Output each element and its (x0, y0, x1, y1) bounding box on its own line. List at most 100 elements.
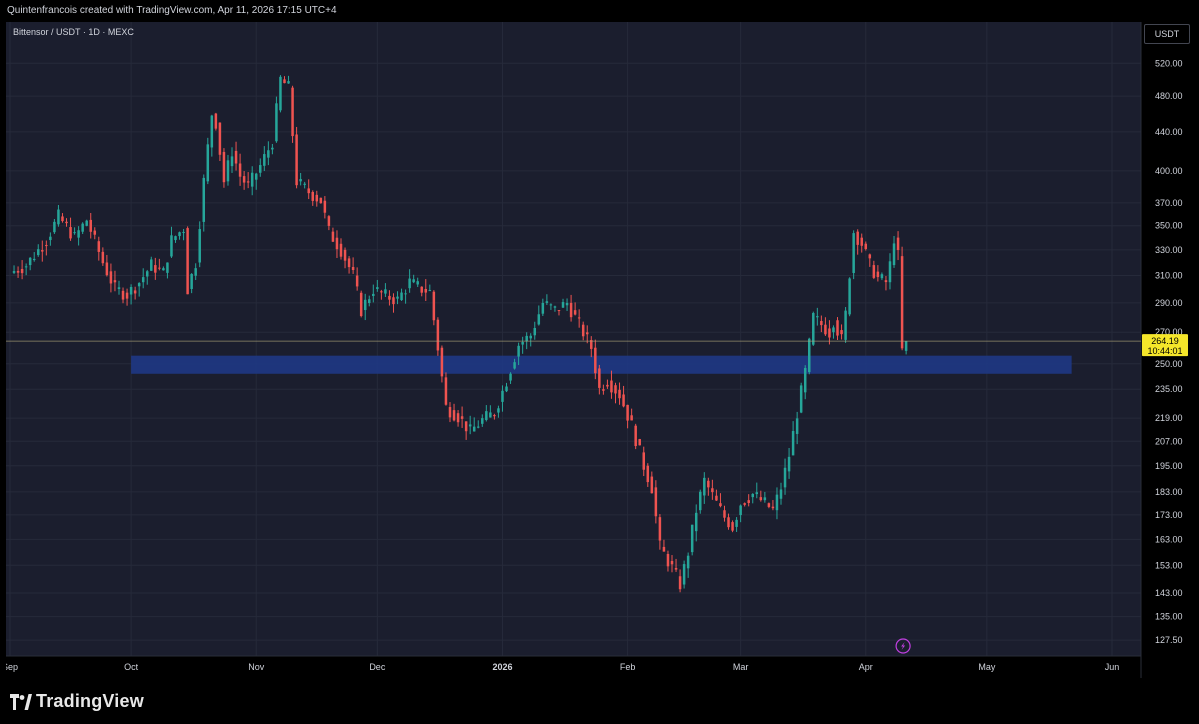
candle-body (12, 271, 16, 273)
candle-body (711, 488, 714, 493)
candle-body (832, 327, 835, 333)
candle-body (743, 503, 746, 505)
candle-body (117, 287, 121, 289)
candle-body (77, 230, 80, 238)
candle-body (485, 411, 488, 421)
candle-body (739, 505, 742, 516)
candle-body (610, 380, 613, 393)
candle-body (24, 266, 28, 268)
candle-body (182, 231, 185, 233)
candle-body (32, 258, 36, 261)
candle-body (900, 256, 904, 349)
candle-body (263, 154, 266, 166)
candle-body (670, 560, 674, 565)
y-tick-label: 440.00 (1155, 127, 1183, 137)
candle-body (594, 347, 597, 374)
candle-body (380, 291, 383, 293)
candle-body (824, 324, 827, 335)
candle-body (557, 310, 561, 312)
candle-body (533, 328, 537, 336)
candle-body (489, 412, 492, 418)
candle-body (513, 362, 516, 369)
symbol-title[interactable]: Bittensor / USDT · 1D · MEXC (13, 27, 134, 37)
candle-body (658, 517, 662, 541)
candle-body (343, 249, 347, 261)
candle-body (577, 317, 581, 319)
y-tick-label: 183.00 (1155, 487, 1183, 497)
y-tick-label: 195.00 (1155, 461, 1183, 471)
candle-body (808, 338, 811, 373)
candle-body (412, 279, 415, 283)
candle-body (755, 492, 759, 495)
x-tick-label: Feb (620, 662, 636, 672)
candle-body (323, 200, 327, 213)
candle-body (650, 476, 654, 494)
candle-body (89, 219, 92, 232)
y-tick-label: 127.50 (1155, 635, 1183, 645)
candle-body (190, 273, 193, 289)
footer: TradingView (0, 678, 1199, 724)
candle-body (45, 245, 48, 247)
candle-body (606, 384, 609, 387)
candle-body (876, 271, 880, 278)
candle-body (259, 165, 262, 173)
candle-body (339, 243, 343, 257)
candle-body (376, 287, 379, 289)
candle-body (731, 522, 734, 531)
last-price-tag (1142, 334, 1188, 357)
y-tick-label: 250.00 (1155, 359, 1183, 369)
candle-body (719, 503, 722, 507)
tradingview-brand: TradingView (36, 691, 144, 711)
candle-body (49, 236, 52, 241)
candle-body (812, 313, 815, 345)
candle-body (392, 297, 395, 305)
candle-body (242, 176, 246, 183)
candle-body (799, 385, 803, 413)
candle-body (585, 332, 589, 335)
candle-body (368, 299, 371, 304)
candle-body (699, 491, 702, 511)
candle-body (646, 465, 650, 483)
currency-button[interactable]: USDT (1144, 24, 1190, 44)
candle-body (85, 220, 88, 226)
candle-body (545, 301, 549, 303)
attribution-bar: Quintenfrancois created with TradingView… (0, 0, 1199, 22)
candle-body (61, 216, 64, 222)
candle-body (363, 299, 367, 311)
candle-body (69, 227, 72, 239)
y-tick-label: 310.00 (1155, 271, 1183, 281)
candle-body (291, 87, 294, 137)
candle-body (246, 181, 250, 183)
candle-body (771, 506, 775, 509)
candle-body (537, 314, 541, 325)
candle-body (81, 223, 84, 232)
tradingview-logo[interactable]: TradingView (10, 691, 144, 712)
candle-body (565, 302, 569, 306)
candle-body (856, 231, 859, 245)
candle-body (452, 410, 456, 421)
candle-body (573, 310, 577, 315)
y-tick-label: 370.00 (1155, 198, 1183, 208)
candle-body (267, 150, 270, 158)
candle-body (16, 270, 20, 273)
candle-body (763, 497, 767, 501)
candle-body (590, 340, 593, 349)
candle-body (598, 368, 601, 388)
x-tick-label: May (978, 662, 996, 672)
chart-frame[interactable]: 520.00 480.00 440.00 400.00 370.00 350.00 330.… (6, 22, 1193, 678)
candle-body (880, 274, 884, 279)
candle-body (529, 335, 532, 339)
candle-body (783, 467, 787, 488)
candle-body (509, 373, 512, 381)
candle-body (359, 292, 363, 317)
candle-body (682, 564, 686, 585)
candle-body (57, 209, 60, 225)
candle-body (372, 293, 375, 297)
candle-body (456, 413, 460, 423)
x-tick-label: Dec (369, 662, 386, 672)
x-tick-label: Jun (1105, 662, 1120, 672)
candle-body (642, 452, 646, 470)
candle-body (396, 296, 399, 299)
y-tick-label: 173.00 (1155, 510, 1183, 520)
price-chart[interactable]: 520.00 480.00 440.00 400.00 370.00 350.00 330.… (6, 22, 1193, 678)
